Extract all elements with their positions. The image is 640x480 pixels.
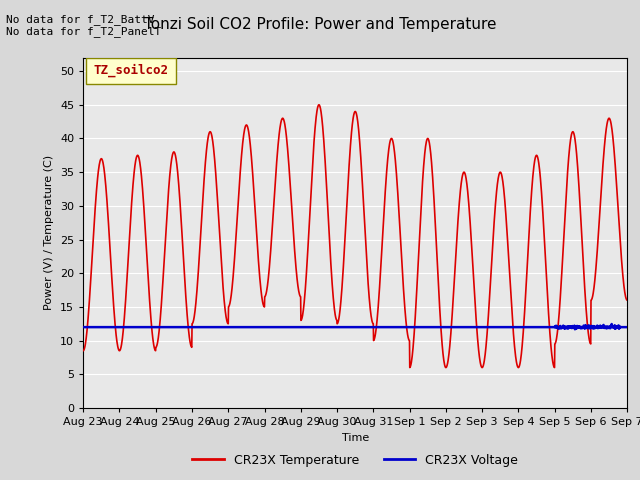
Text: No data for f_T2_BattV: No data for f_T2_BattV [6, 14, 155, 25]
Y-axis label: Power (V) / Temperature (C): Power (V) / Temperature (C) [45, 155, 54, 311]
Text: No data for f_T2_PanelT: No data for f_T2_PanelT [6, 26, 162, 37]
X-axis label: Time: Time [342, 432, 369, 443]
Text: TZ_soilco2: TZ_soilco2 [93, 64, 168, 77]
FancyBboxPatch shape [86, 58, 175, 84]
Legend: CR23X Temperature, CR23X Voltage: CR23X Temperature, CR23X Voltage [188, 449, 523, 472]
Text: Tonzi Soil CO2 Profile: Power and Temperature: Tonzi Soil CO2 Profile: Power and Temper… [144, 17, 496, 32]
